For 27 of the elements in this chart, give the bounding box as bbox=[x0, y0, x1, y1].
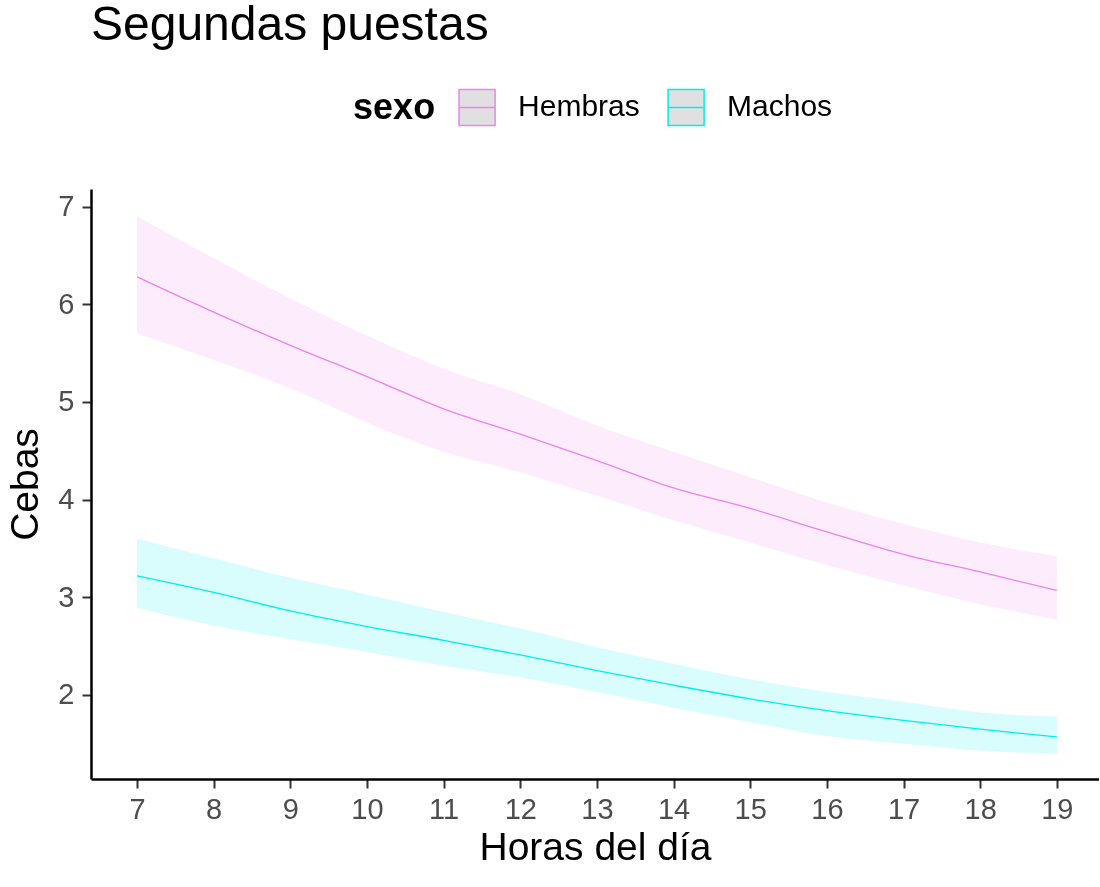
y-tick-label: 3 bbox=[58, 580, 75, 613]
x-tick-label: 9 bbox=[282, 792, 299, 825]
chart-title: Segundas puestas bbox=[91, 0, 489, 50]
legend-label: Hembras bbox=[518, 89, 640, 123]
x-tick-label: 15 bbox=[734, 792, 767, 825]
x-tick-label: 18 bbox=[964, 792, 997, 825]
x-tick-label: 12 bbox=[504, 792, 537, 825]
x-tick-label: 10 bbox=[351, 792, 384, 825]
x-tick-label: 14 bbox=[657, 792, 691, 825]
y-tick-label: 6 bbox=[58, 287, 75, 320]
legend-title: sexo bbox=[353, 86, 436, 127]
y-tick-label: 5 bbox=[58, 385, 75, 418]
legend-label: Machos bbox=[727, 89, 833, 123]
x-tick-label: 7 bbox=[129, 792, 146, 825]
y-tick-label: 2 bbox=[58, 678, 75, 711]
x-tick-label: 17 bbox=[887, 792, 921, 825]
x-tick-label: 16 bbox=[811, 792, 844, 825]
y-axis-title: Cebas bbox=[3, 428, 47, 541]
y-tick-label: 4 bbox=[58, 483, 75, 516]
x-axis-title: Horas del día bbox=[479, 824, 712, 868]
line-series bbox=[136, 276, 1058, 592]
x-tick-label: 19 bbox=[1041, 792, 1074, 825]
y-tick-label: 7 bbox=[58, 190, 75, 223]
x-tick-label: 11 bbox=[429, 792, 460, 825]
x-tick-label: 13 bbox=[581, 792, 614, 825]
x-tick-label: 8 bbox=[206, 792, 223, 825]
line-series bbox=[136, 575, 1058, 738]
